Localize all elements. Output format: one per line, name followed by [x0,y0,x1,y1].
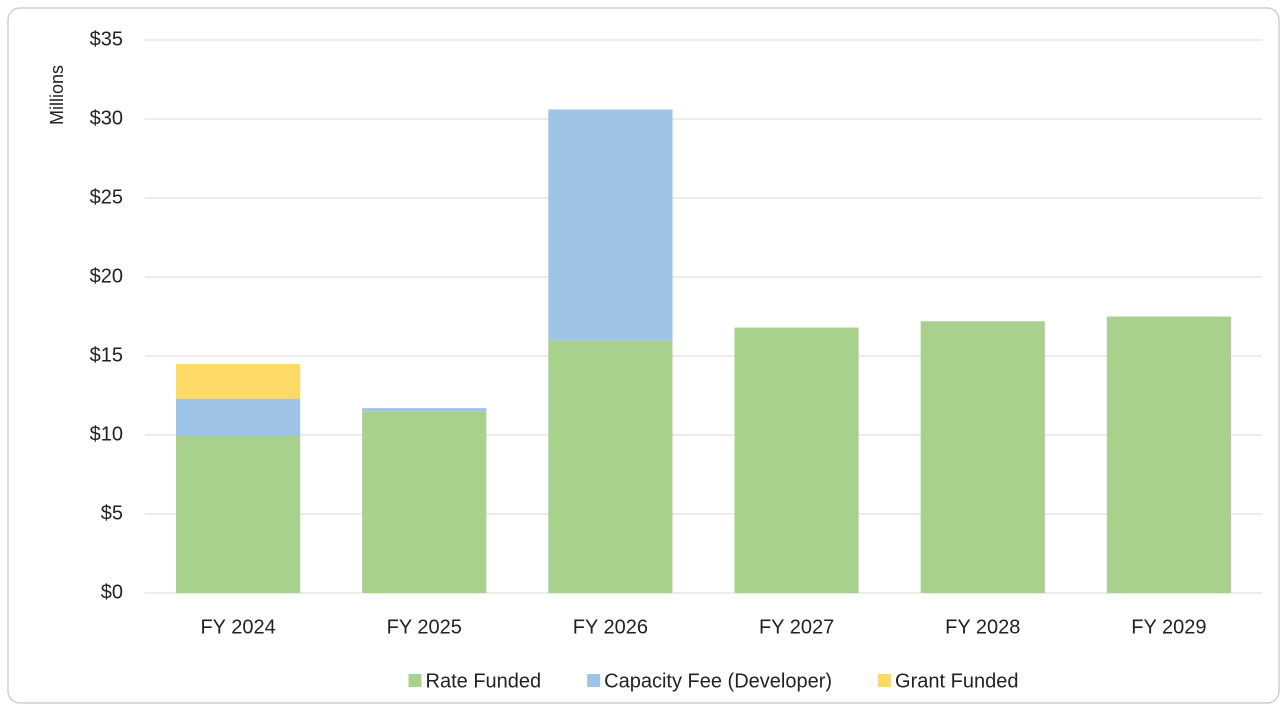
x-tick-label: FY 2027 [759,616,834,638]
y-tick-label: $20 [90,265,123,287]
legend-swatch [878,674,892,687]
bar-segment [175,435,301,593]
y-tick-label: $30 [90,107,123,129]
bar-segment [734,327,859,593]
bar-segment [548,340,673,593]
legend-swatch [408,674,422,687]
y-axis-label: Millions [47,65,67,125]
x-tick-label: FY 2028 [945,616,1020,638]
bar-segment [920,321,1045,593]
bar-segment [362,408,487,412]
y-tick-label: $15 [90,344,123,366]
bar-segment [175,363,301,399]
x-tick-label: FY 2024 [200,616,275,638]
y-tick-label: $25 [90,186,123,208]
bar-segment [362,411,487,593]
y-tick-label: $5 [101,502,123,524]
bar-segment [175,398,301,435]
legend-swatch [587,674,601,687]
legend-label: Rate Funded [426,670,542,692]
y-tick-label: $10 [90,423,123,445]
bar-segment [548,109,673,341]
legend-label: Capacity Fee (Developer) [604,670,832,692]
x-tick-label: FY 2029 [1131,616,1206,638]
legend-label: Grant Funded [895,670,1018,692]
x-tick-label: FY 2025 [387,616,462,638]
y-tick-label: $0 [101,581,123,603]
x-tick-label: FY 2026 [573,616,648,638]
bar-segment [1106,316,1232,593]
y-tick-label: $35 [90,28,123,50]
